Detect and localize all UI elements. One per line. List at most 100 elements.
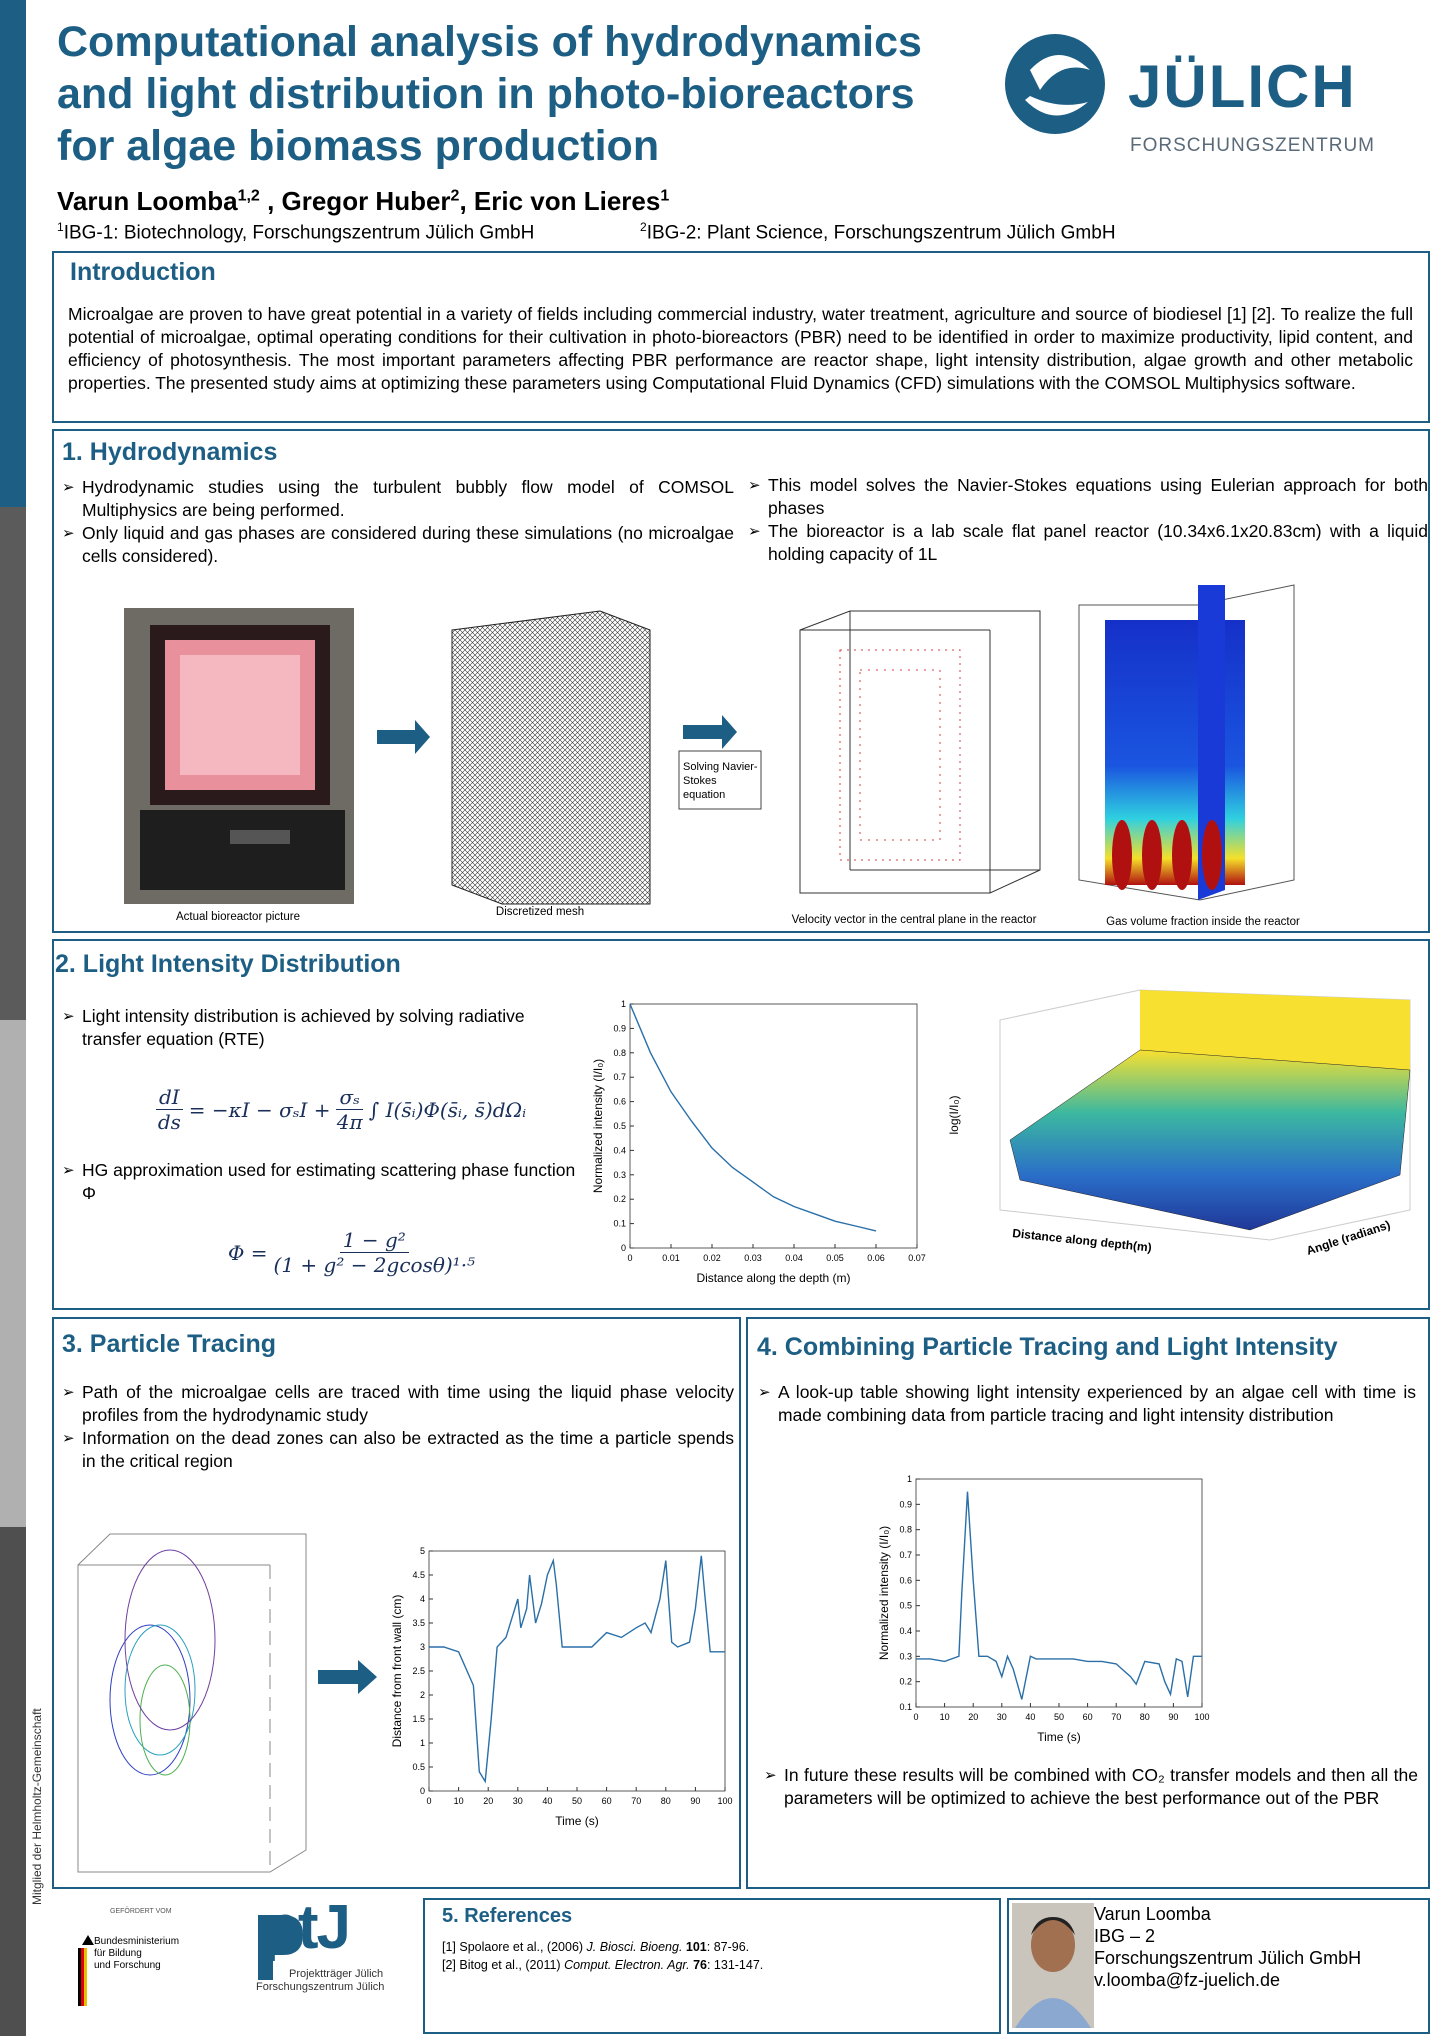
y-tick-label: 1 xyxy=(907,1474,912,1484)
author-sup: 1,2 xyxy=(237,187,260,205)
y-tick-label: 0.8 xyxy=(899,1525,912,1535)
y-tick-label: 0.9 xyxy=(899,1499,912,1509)
ptj-line: Projektträger Jülich xyxy=(289,1968,384,1980)
references: [1] Spolaore et al., (2006) J. Biosci. B… xyxy=(442,1938,763,1974)
ministry-line: und Forschung xyxy=(94,1960,161,1971)
y-tick-label: 1.5 xyxy=(412,1714,425,1724)
contact-line: v.loomba@fz-juelich.de xyxy=(1094,1970,1281,1990)
y-tick-label: 3.5 xyxy=(412,1618,425,1628)
caption: Actual bioreactor picture xyxy=(175,911,301,923)
y-axis-label: Normalized intensity (I/I₀) xyxy=(877,1526,891,1660)
bioreactor-photo xyxy=(124,608,354,904)
arrow xyxy=(318,1660,377,1694)
ref-part: : 131-147. xyxy=(706,1958,764,1972)
caption: Discretized mesh xyxy=(495,906,585,918)
x-tick-label: 40 xyxy=(542,1796,552,1806)
hg-equation: Φ = 1 − g² (1 + g² − 2gcosθ)¹·⁵ xyxy=(228,1228,475,1277)
bullet: The bioreactor is a lab scale flat panel… xyxy=(748,520,1428,566)
eq-part: dI xyxy=(156,1085,183,1110)
plot-frame xyxy=(629,1003,918,1249)
y-tick-label: 0.5 xyxy=(412,1762,425,1772)
ministry: Bundesministerium für Bildung und Forsch… xyxy=(94,1936,179,1972)
y-tick-label: 0.3 xyxy=(899,1651,912,1661)
eq-part: 1 − g² xyxy=(339,1228,409,1253)
y-tick-label: 1 xyxy=(621,999,626,1009)
x-tick-label: 50 xyxy=(1054,1712,1064,1722)
eq-part: σₛ xyxy=(336,1085,363,1110)
y-axis-label: Normalized intensity (I/I₀) xyxy=(591,1059,605,1193)
bullets: Path of the microalgae cells are traced … xyxy=(62,1381,734,1473)
section-box xyxy=(52,939,1430,1310)
bullet: In future these results will be combined… xyxy=(764,1764,1418,1810)
y-tick-label: 0.4 xyxy=(613,1145,626,1155)
y-tick-label: 0.7 xyxy=(613,1072,626,1082)
x-tick-label: 20 xyxy=(483,1796,493,1806)
ref-part: : 87-96. xyxy=(706,1940,750,1954)
y-tick-label: 0.2 xyxy=(613,1194,626,1204)
heading: 3. Particle Tracing xyxy=(62,1330,276,1358)
x-tick-label: 30 xyxy=(997,1712,1007,1722)
x-axis-label: Distance along the depth (m) xyxy=(696,1271,850,1285)
y-tick-label: 0 xyxy=(420,1786,425,1796)
bullet: Information on the dead zones can also b… xyxy=(62,1427,734,1473)
caption: Gas volume fraction inside the reactor xyxy=(1106,916,1300,928)
sidebar-text: Mitglied der Helmholtz-Gemeinschaft xyxy=(30,1708,44,1905)
title-line: for algae biomass production xyxy=(57,122,660,170)
arrow xyxy=(683,715,737,749)
ref-journal: J. Biosci. Bioeng. xyxy=(586,1940,683,1954)
bullets: Light intensity distribution is achieved… xyxy=(62,1005,582,1051)
y-tick-label: 2.5 xyxy=(412,1666,425,1676)
eq-part: Φ = xyxy=(228,1240,268,1265)
bullets: HG approximation used for estimating sca… xyxy=(62,1159,582,1205)
heading: 4. Combining Particle Tracing and Light … xyxy=(757,1333,1338,1361)
ref-volume: 76 xyxy=(693,1958,707,1972)
eq-part: = −κI − σₛI + xyxy=(188,1097,331,1122)
bullet: Only liquid and gas phases are considere… xyxy=(62,522,734,568)
author: Varun Loomba xyxy=(57,186,238,216)
bullet: Light intensity distribution is achieved… xyxy=(62,1005,582,1051)
x-tick-label: 0.05 xyxy=(826,1253,844,1263)
y-tick-label: 0.7 xyxy=(899,1550,912,1560)
author: , Eric von Lieres xyxy=(459,186,661,216)
affiliation: 1IBG-1: Biotechnology, Forschungszentrum… xyxy=(57,220,534,244)
sidebar-segment xyxy=(0,0,26,507)
contact-line: Forschungszentrum Jülich GmbH xyxy=(1094,1948,1362,1968)
logo-name: JÜLICH xyxy=(1128,53,1357,120)
caption: Velocity vector in the central plane in … xyxy=(791,914,1037,926)
intro-box xyxy=(52,251,1430,423)
x-tick-label: 80 xyxy=(1140,1712,1150,1722)
step-box xyxy=(678,750,762,810)
arrow xyxy=(377,720,430,754)
y-tick-label: 0.9 xyxy=(613,1023,626,1033)
sidebar-segment xyxy=(0,1020,26,1527)
x-tick-label: 40 xyxy=(1025,1712,1035,1722)
y-tick-label: 0 xyxy=(621,1243,626,1253)
bullet: Hydrodynamic studies using the turbulent… xyxy=(62,476,734,522)
x-tick-label: 20 xyxy=(968,1712,978,1722)
title-line: and light distribution in photo-bioreact… xyxy=(57,70,915,118)
x-tick-label: 0.06 xyxy=(867,1253,885,1263)
step-text: Solving Navier-Stokes equation xyxy=(683,761,758,801)
x-tick-label: 10 xyxy=(454,1796,464,1806)
sidebar-segment xyxy=(0,1527,26,2036)
section-box xyxy=(746,1317,1430,1889)
bullet: HG approximation used for estimating sca… xyxy=(62,1159,582,1205)
x-tick-label: 80 xyxy=(661,1796,671,1806)
ministry-line: für Bildung xyxy=(94,1948,142,1959)
ref-journal: Comput. Electron. Agr. xyxy=(564,1958,690,1972)
bullets: Hydrodynamic studies using the turbulent… xyxy=(62,476,734,568)
sidebar-segment xyxy=(0,507,26,1020)
x-tick-label: 0.07 xyxy=(908,1253,926,1263)
x-tick-label: 0.03 xyxy=(744,1253,762,1263)
y-tick-label: 0.5 xyxy=(899,1601,912,1611)
author-sup: 2 xyxy=(450,187,460,205)
author: , Gregor Huber xyxy=(267,186,451,216)
reference: [1] Spolaore et al., (2006) J. Biosci. B… xyxy=(442,1938,763,1956)
rte-equation: dI ds = −κI − σₛI + σₛ 4π ∫ I(s̄ᵢ)Φ(s̄ᵢ, s… xyxy=(156,1085,526,1134)
y-tick-label: 1 xyxy=(420,1738,425,1748)
plot-frame xyxy=(915,1478,1203,1708)
eq-part: 4π xyxy=(336,1110,363,1134)
x-tick-label: 10 xyxy=(940,1712,950,1722)
